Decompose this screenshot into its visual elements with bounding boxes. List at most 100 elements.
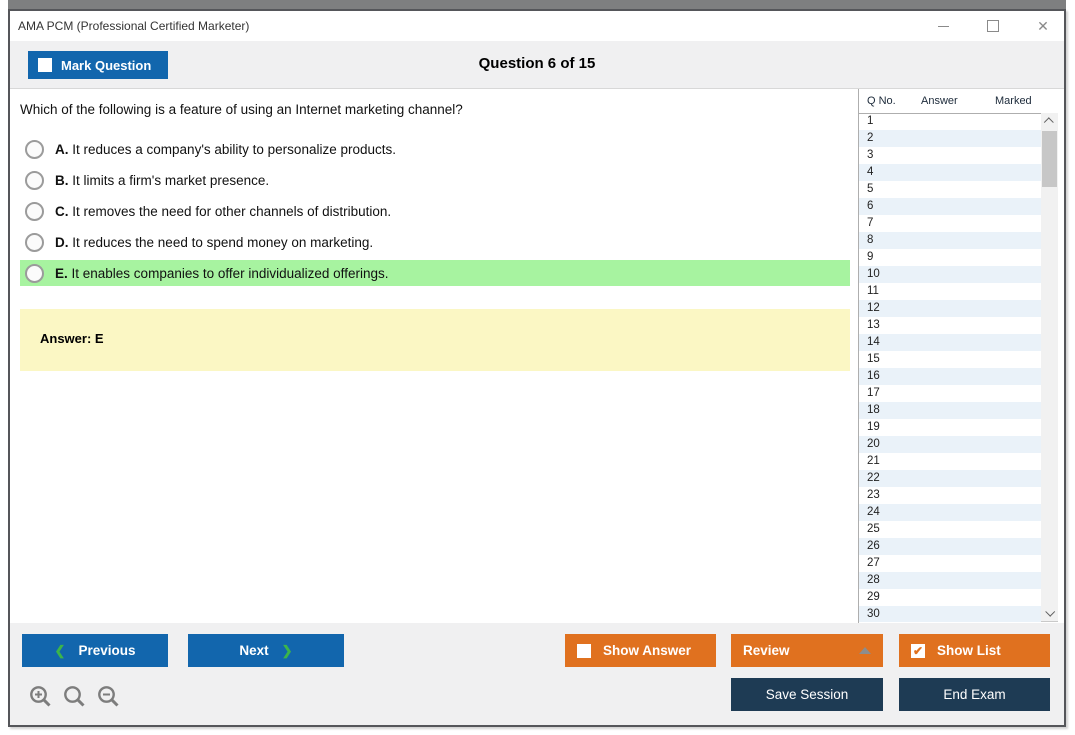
zoom-toolbar <box>28 684 121 709</box>
question-list-row[interactable]: 14 <box>859 334 1041 351</box>
question-number: 14 <box>867 336 880 348</box>
option-row[interactable]: E. It enables companies to offer individ… <box>20 260 850 286</box>
option-row[interactable]: D. It reduces the need to spend money on… <box>20 229 850 255</box>
question-list-row[interactable]: 19 <box>859 419 1041 436</box>
question-list-row[interactable]: 28 <box>859 572 1041 589</box>
show-list-button[interactable]: ✔ Show List <box>899 634 1050 667</box>
chevron-right-icon: ❯ <box>281 642 293 658</box>
question-list-row[interactable]: 23 <box>859 487 1041 504</box>
question-list-row[interactable]: 10 <box>859 266 1041 283</box>
app-window: AMA PCM (Professional Certified Marketer… <box>8 9 1066 727</box>
question-list-row[interactable]: 16 <box>859 368 1041 385</box>
check-icon: ✔ <box>912 643 924 658</box>
question-list-row[interactable]: 24 <box>859 504 1041 521</box>
maximize-icon[interactable] <box>986 19 1000 33</box>
question-list-row[interactable]: 30 <box>859 606 1041 622</box>
radio-button-icon[interactable] <box>25 263 44 283</box>
question-list-scrollbar[interactable] <box>1041 113 1058 622</box>
show-answer-checkbox[interactable] <box>577 643 591 658</box>
save-session-button[interactable]: Save Session <box>731 678 883 711</box>
question-list-row[interactable]: 7 <box>859 215 1041 232</box>
question-number: 12 <box>867 302 880 314</box>
question-list-row[interactable]: 1 <box>859 113 1041 130</box>
question-list-row[interactable]: 5 <box>859 181 1041 198</box>
question-number: 23 <box>867 489 880 501</box>
question-list-row[interactable]: 15 <box>859 351 1041 368</box>
question-list-row[interactable]: 26 <box>859 538 1041 555</box>
question-number: 8 <box>867 234 874 246</box>
column-answer: Answer <box>921 95 958 107</box>
question-list-row[interactable]: 27 <box>859 555 1041 572</box>
question-number: 30 <box>867 608 880 620</box>
review-label: Review <box>743 643 790 658</box>
question-number: 29 <box>867 591 880 603</box>
question-list: 1 2 3 4 5 6 7 8 9 10 11 12 13 14 15 16 17 18 19 20 21 22 23 24 2… <box>859 113 1041 622</box>
close-icon[interactable]: ✕ <box>1037 18 1049 34</box>
scrollbar-thumb[interactable] <box>1042 131 1057 187</box>
question-panel: Which of the following is a feature of u… <box>10 88 1064 623</box>
question-text: Which of the following is a feature of u… <box>20 102 463 117</box>
mark-question-checkbox[interactable] <box>38 58 52 72</box>
question-list-row[interactable]: 21 <box>859 453 1041 470</box>
question-list-row[interactable]: 6 <box>859 198 1041 215</box>
column-marked: Marked <box>995 95 1032 107</box>
question-list-row[interactable]: 3 <box>859 147 1041 164</box>
question-list-row[interactable]: 9 <box>859 249 1041 266</box>
triangle-up-icon <box>859 647 871 654</box>
end-exam-button[interactable]: End Exam <box>899 678 1050 711</box>
radio-button-icon[interactable] <box>25 201 44 221</box>
question-number: 13 <box>867 319 880 331</box>
option-row[interactable]: C. It removes the need for other channel… <box>20 198 850 224</box>
question-list-header: Q No. Answer Marked <box>859 89 1058 114</box>
option-text: B. It limits a firm's market presence. <box>55 172 270 188</box>
question-list-row[interactable]: 17 <box>859 385 1041 402</box>
question-list-row[interactable]: 2 <box>859 130 1041 147</box>
question-number: 4 <box>867 166 874 178</box>
mark-question-button[interactable]: Mark Question <box>28 51 168 79</box>
question-list-row[interactable]: 13 <box>859 317 1041 334</box>
question-number: 1 <box>867 115 874 127</box>
radio-button-icon[interactable] <box>25 170 44 190</box>
question-number: 5 <box>867 183 874 195</box>
question-list-row[interactable]: 12 <box>859 300 1041 317</box>
chevron-left-icon: ❮ <box>54 642 66 658</box>
zoom-in-icon[interactable] <box>28 684 53 709</box>
header-bar: Mark Question Question 6 of 15 <box>10 41 1064 88</box>
minimize-icon[interactable] <box>936 19 950 33</box>
option-text: E. It enables companies to offer individ… <box>55 265 389 281</box>
question-list-row[interactable]: 22 <box>859 470 1041 487</box>
question-number: 20 <box>867 438 880 450</box>
answer-label: Answer: E <box>40 331 104 346</box>
show-answer-button[interactable]: Show Answer <box>565 634 716 667</box>
question-list-row[interactable]: 18 <box>859 402 1041 419</box>
show-list-checkbox[interactable]: ✔ <box>911 643 925 658</box>
next-button[interactable]: Next ❯ <box>188 634 344 667</box>
end-exam-label: End Exam <box>943 687 1006 702</box>
zoom-reset-icon[interactable] <box>62 684 87 709</box>
option-row[interactable]: B. It limits a firm's market presence. <box>20 167 850 193</box>
option-text: A. It reduces a company's ability to per… <box>55 141 396 157</box>
window-title: AMA PCM (Professional Certified Marketer… <box>18 19 250 33</box>
radio-button-icon[interactable] <box>25 232 44 252</box>
review-dropdown[interactable]: Review <box>731 634 883 667</box>
question-list-row[interactable]: 25 <box>859 521 1041 538</box>
question-list-row[interactable]: 4 <box>859 164 1041 181</box>
question-number: 2 <box>867 132 874 144</box>
zoom-out-icon[interactable] <box>96 684 121 709</box>
scroll-down-icon[interactable] <box>1041 604 1058 621</box>
question-list-row[interactable]: 8 <box>859 232 1041 249</box>
question-number: 17 <box>867 387 880 399</box>
option-row[interactable]: A. It reduces a company's ability to per… <box>20 136 850 162</box>
question-list-row[interactable]: 20 <box>859 436 1041 453</box>
question-number: 27 <box>867 557 880 569</box>
question-list-row[interactable]: 29 <box>859 589 1041 606</box>
title-bar: AMA PCM (Professional Certified Marketer… <box>10 11 1064 41</box>
radio-button-icon[interactable] <box>25 139 44 159</box>
question-list-row[interactable]: 11 <box>859 283 1041 300</box>
previous-button[interactable]: ❮ Previous <box>22 634 168 667</box>
question-number: 16 <box>867 370 880 382</box>
show-list-label: Show List <box>937 643 1001 658</box>
scroll-up-icon[interactable] <box>1041 113 1058 130</box>
footer-bar: ❮ Previous Next ❯ Show Answer Review ✔ S… <box>10 623 1064 725</box>
